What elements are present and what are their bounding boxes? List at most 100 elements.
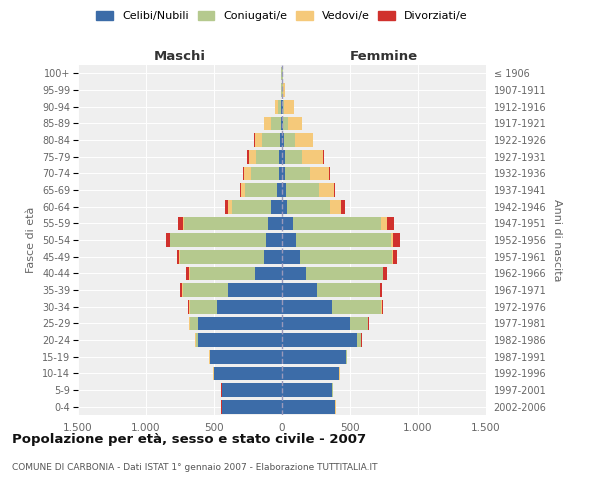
- Bar: [387, 216, 394, 230]
- Bar: [282, 133, 284, 147]
- Text: Maschi: Maschi: [154, 50, 206, 62]
- Bar: [222, 400, 282, 413]
- Bar: [282, 266, 307, 280]
- Bar: [317, 283, 380, 297]
- Bar: [282, 250, 299, 264]
- Bar: [350, 316, 368, 330]
- Bar: [310, 166, 329, 180]
- Bar: [265, 250, 282, 264]
- Bar: [341, 200, 345, 213]
- Bar: [330, 200, 341, 213]
- Bar: [271, 200, 282, 213]
- Bar: [329, 166, 330, 180]
- Bar: [254, 133, 256, 147]
- Bar: [176, 250, 179, 264]
- Bar: [275, 100, 278, 114]
- Bar: [332, 300, 381, 314]
- Bar: [281, 116, 282, 130]
- Bar: [282, 400, 335, 413]
- Bar: [187, 266, 189, 280]
- Bar: [391, 233, 393, 247]
- Bar: [197, 333, 282, 347]
- Bar: [282, 150, 285, 164]
- Bar: [282, 233, 296, 247]
- Bar: [293, 216, 381, 230]
- Y-axis label: Fasce di età: Fasce di età: [26, 207, 37, 273]
- Bar: [302, 150, 323, 164]
- Bar: [284, 100, 293, 114]
- Bar: [282, 383, 332, 397]
- Bar: [225, 200, 228, 213]
- Bar: [281, 100, 282, 114]
- Bar: [247, 150, 250, 164]
- Bar: [296, 233, 391, 247]
- Bar: [190, 266, 255, 280]
- Bar: [283, 100, 284, 114]
- Bar: [280, 133, 282, 147]
- Y-axis label: Anni di nascita: Anni di nascita: [552, 198, 562, 281]
- Bar: [271, 116, 281, 130]
- Bar: [282, 216, 293, 230]
- Bar: [392, 250, 393, 264]
- Bar: [287, 200, 330, 213]
- Bar: [282, 100, 283, 114]
- Bar: [286, 166, 310, 180]
- Bar: [277, 183, 282, 197]
- Text: COMUNE DI CARBONIA - Dati ISTAT 1° gennaio 2007 - Elaborazione TUTTITALIA.IT: COMUNE DI CARBONIA - Dati ISTAT 1° genna…: [12, 462, 377, 471]
- Bar: [334, 183, 335, 197]
- Bar: [166, 233, 170, 247]
- Bar: [180, 250, 265, 264]
- Bar: [197, 316, 282, 330]
- Bar: [393, 250, 397, 264]
- Bar: [383, 266, 387, 280]
- Bar: [283, 116, 288, 130]
- Bar: [266, 233, 282, 247]
- Text: Femmine: Femmine: [350, 50, 418, 62]
- Bar: [282, 166, 286, 180]
- Bar: [323, 150, 324, 164]
- Bar: [307, 266, 383, 280]
- Bar: [184, 216, 268, 230]
- Bar: [393, 233, 400, 247]
- Bar: [278, 100, 281, 114]
- Bar: [282, 283, 317, 297]
- Bar: [268, 216, 282, 230]
- Bar: [245, 183, 277, 197]
- Bar: [181, 283, 182, 297]
- Bar: [282, 350, 346, 364]
- Bar: [190, 300, 217, 314]
- Bar: [284, 133, 295, 147]
- Bar: [256, 150, 279, 164]
- Bar: [251, 166, 278, 180]
- Bar: [217, 300, 282, 314]
- Bar: [263, 116, 265, 130]
- Bar: [210, 350, 282, 364]
- Bar: [190, 316, 197, 330]
- Bar: [283, 83, 285, 97]
- Legend: Celibi/Nubili, Coniugati/e, Vedovi/e, Divorziati/e: Celibi/Nubili, Coniugati/e, Vedovi/e, Di…: [97, 10, 467, 21]
- Bar: [282, 366, 339, 380]
- Bar: [241, 183, 245, 197]
- Bar: [381, 216, 387, 230]
- Bar: [286, 183, 319, 197]
- Bar: [240, 183, 241, 197]
- Bar: [282, 316, 350, 330]
- Bar: [346, 350, 347, 364]
- Bar: [250, 150, 256, 164]
- Bar: [282, 116, 283, 130]
- Bar: [278, 166, 282, 180]
- Bar: [256, 133, 262, 147]
- Bar: [188, 316, 189, 330]
- Bar: [319, 183, 334, 197]
- Bar: [222, 383, 282, 397]
- Bar: [179, 250, 180, 264]
- Bar: [178, 216, 183, 230]
- Bar: [282, 200, 287, 213]
- Bar: [242, 166, 244, 180]
- Bar: [299, 250, 392, 264]
- Bar: [188, 300, 189, 314]
- Bar: [357, 333, 361, 347]
- Bar: [285, 150, 302, 164]
- Bar: [228, 200, 232, 213]
- Bar: [244, 166, 251, 180]
